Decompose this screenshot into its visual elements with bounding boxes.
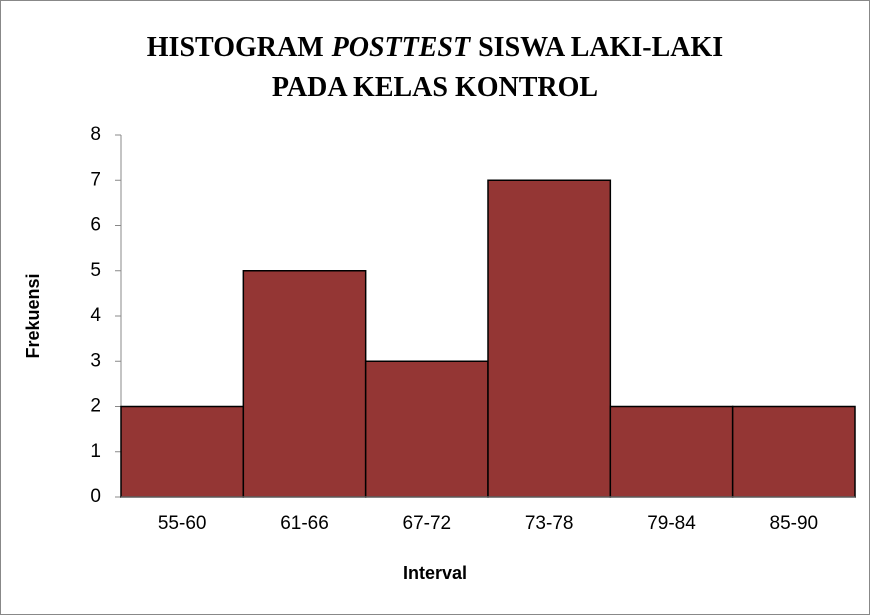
y-tick-label: 4	[90, 305, 101, 326]
y-tick-label: 1	[90, 441, 101, 462]
y-tick-label: 8	[90, 124, 101, 145]
x-tick-label: 79-84	[647, 513, 696, 534]
chart-title: PADA KELAS KONTROL	[272, 72, 598, 103]
x-tick-label: 85-90	[770, 513, 819, 534]
bar	[609, 405, 734, 498]
x-tick-label: 61-66	[280, 513, 329, 534]
y-tick-label: 5	[90, 260, 101, 281]
y-tick-label: 2	[90, 396, 101, 417]
x-tick-label: 55-60	[158, 513, 207, 534]
bar	[487, 179, 612, 498]
y-tick-label: 7	[90, 169, 101, 190]
y-axis-title: Frekuensi	[23, 273, 43, 358]
y-tick-label: 6	[90, 215, 101, 236]
title-part: PADA KELAS KONTROL	[272, 72, 598, 103]
title-part: POSTTEST	[331, 32, 472, 63]
title-part: HISTOGRAM	[147, 32, 324, 63]
bar	[242, 270, 367, 498]
bar	[731, 405, 856, 498]
x-tick-label: 67-72	[403, 513, 452, 534]
y-tick-label: 3	[90, 350, 101, 371]
bar	[120, 405, 245, 498]
title-part: SISWA LAKI-LAKI	[478, 32, 723, 63]
y-tick-label: 0	[90, 486, 101, 507]
chart-title: HISTOGRAM POSTTEST SISWA LAKI-LAKI	[147, 32, 723, 63]
bar	[364, 360, 489, 498]
x-axis-title: Interval	[403, 563, 467, 583]
x-tick-label: 73-78	[525, 513, 574, 534]
